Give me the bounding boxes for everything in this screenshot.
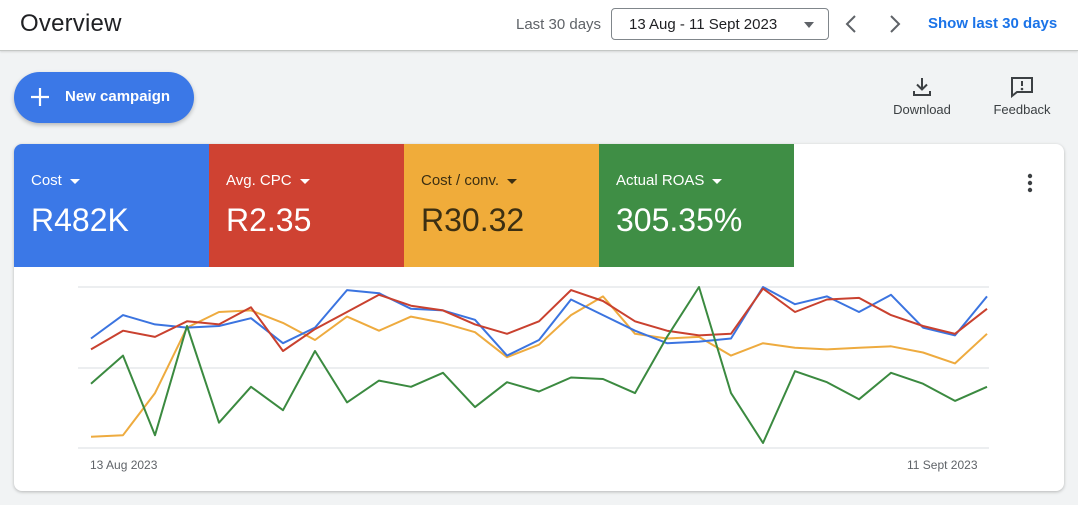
metric-tile-avg-cpc[interactable]: Avg. CPC R2.35 bbox=[209, 144, 404, 267]
new-campaign-label: New campaign bbox=[65, 88, 171, 105]
download-icon bbox=[913, 78, 931, 96]
metric-tile-actual-roas[interactable]: Actual ROAS 305.35% bbox=[599, 144, 794, 267]
caret-down-icon bbox=[299, 178, 310, 184]
metric-value: R2.35 bbox=[226, 202, 312, 238]
new-campaign-button[interactable]: New campaign bbox=[14, 72, 194, 123]
top-bar: Overview Last 30 days 13 Aug - 11 Sept 2… bbox=[0, 0, 1078, 51]
metric-name: Cost bbox=[31, 172, 62, 189]
series-line-avg-cpc bbox=[90, 287, 988, 352]
metric-name-wrapper: Cost bbox=[31, 172, 80, 189]
metric-name: Cost / conv. bbox=[421, 172, 500, 189]
performance-card: Cost R482K Avg. CPC R2.35 Cost / conv. R… bbox=[14, 144, 1064, 491]
show-last-30-days-link[interactable]: Show last 30 days bbox=[928, 15, 1058, 32]
date-range-value: 13 Aug - 11 Sept 2023 bbox=[629, 16, 778, 33]
feedback-icon bbox=[1011, 77, 1033, 98]
x-axis-end-label: 11 Sept 2023 bbox=[907, 458, 978, 472]
chevron-left-icon bbox=[845, 15, 856, 33]
next-period-button[interactable] bbox=[881, 11, 907, 37]
plus-icon bbox=[31, 88, 49, 106]
previous-period-button[interactable] bbox=[839, 11, 865, 37]
chevron-right-icon bbox=[890, 15, 901, 33]
x-axis-start-label: 13 Aug 2023 bbox=[90, 458, 158, 472]
metric-name-wrapper: Cost / conv. bbox=[421, 172, 518, 189]
series-line-cost-conv- bbox=[90, 295, 988, 438]
metric-value: R482K bbox=[31, 202, 129, 238]
caret-down-icon bbox=[507, 178, 518, 184]
range-label: Last 30 days bbox=[516, 16, 602, 33]
chart-grid bbox=[78, 286, 989, 449]
page-title: Overview bbox=[20, 10, 122, 37]
metric-value: R30.32 bbox=[421, 202, 525, 238]
chart-series bbox=[90, 286, 988, 444]
performance-chart bbox=[78, 286, 989, 449]
caret-down-icon bbox=[69, 178, 80, 184]
metric-tile-cost[interactable]: Cost R482K bbox=[14, 144, 209, 267]
metric-value: 305.35% bbox=[616, 202, 743, 238]
series-line-actual-roas bbox=[90, 286, 988, 444]
caret-down-icon bbox=[804, 22, 814, 28]
feedback-button[interactable]: Feedback bbox=[991, 76, 1053, 117]
caret-down-icon bbox=[712, 178, 723, 184]
metric-tile-cost-per-conv[interactable]: Cost / conv. R30.32 bbox=[404, 144, 599, 267]
feedback-label: Feedback bbox=[993, 102, 1051, 117]
date-range-select[interactable]: 13 Aug - 11 Sept 2023 bbox=[611, 8, 829, 40]
series-line-cost bbox=[90, 286, 988, 357]
metric-name-wrapper: Avg. CPC bbox=[226, 172, 310, 189]
metric-name: Avg. CPC bbox=[226, 172, 292, 189]
download-label: Download bbox=[893, 102, 951, 117]
more-vert-icon[interactable] bbox=[1024, 172, 1036, 194]
download-button[interactable]: Download bbox=[891, 76, 953, 117]
metric-name-wrapper: Actual ROAS bbox=[616, 172, 723, 189]
metric-name: Actual ROAS bbox=[616, 172, 705, 189]
